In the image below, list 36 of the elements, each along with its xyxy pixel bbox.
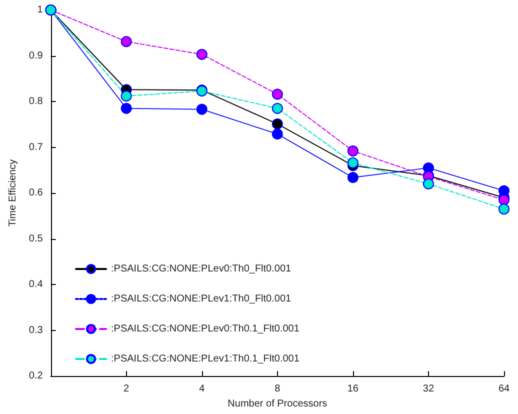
x-tick-label: 16 xyxy=(347,384,359,395)
legend-label: :PSAILS:CG:NONE:PLev1:Th0_Flt0.001 xyxy=(111,294,292,304)
point xyxy=(498,185,510,196)
point xyxy=(422,178,434,190)
point xyxy=(347,157,358,168)
y-tick-label: 0.8 xyxy=(28,96,44,108)
legend-label: :PSAILS:CG:NONE:PLev1:Th0.1_Flt0.001 xyxy=(111,354,300,364)
y-tick-label: 0.2 xyxy=(28,370,44,382)
x-tick-label: 32 xyxy=(422,384,434,395)
point xyxy=(120,102,132,114)
point xyxy=(347,172,358,183)
point xyxy=(120,36,132,48)
x-tick-label: 8 xyxy=(274,384,281,395)
x-axis-title: Number of Processors xyxy=(228,398,328,410)
y-axis-title: Time Efficiency xyxy=(8,159,18,227)
y-tick-label: 0.3 xyxy=(28,324,44,336)
point xyxy=(272,128,283,140)
x-tick-label: 64 xyxy=(498,384,510,395)
x-tick-label: 4 xyxy=(199,384,206,395)
point xyxy=(347,145,358,156)
y-tick-label: 0.9 xyxy=(28,50,44,62)
y-tick-label: 1 xyxy=(37,4,44,16)
point xyxy=(272,118,283,130)
legend-label: :PSAILS:CG:NONE:PLev0:Th0_Flt0.001 xyxy=(111,264,292,274)
y-tick-label: 0.4 xyxy=(28,279,44,290)
point xyxy=(498,204,510,215)
point xyxy=(272,88,283,100)
x-tick-label: 2 xyxy=(124,384,130,395)
point xyxy=(272,102,283,114)
y-tick-label: 0.5 xyxy=(28,233,44,244)
point xyxy=(196,104,208,115)
legend-label: :PSAILS:CG:NONE:PLev0:Th0.1_Flt0.001 xyxy=(111,324,300,334)
point xyxy=(120,90,132,102)
y-tick-label: 0.6 xyxy=(28,188,44,199)
point xyxy=(196,48,208,60)
y-tick-label: 0.7 xyxy=(28,142,44,153)
